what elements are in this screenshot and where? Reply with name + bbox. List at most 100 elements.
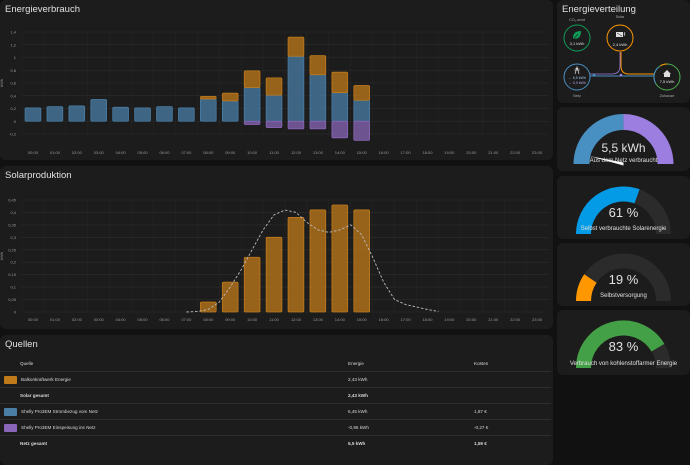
table-row: Shelly Pro3EM Einspeisung ins Netz -0,95 … [0,419,551,436]
bar[interactable] [265,94,283,122]
bar[interactable] [331,204,349,313]
bar[interactable] [331,71,349,93]
x-tick-label: 01:00 [50,150,61,155]
bar[interactable] [331,92,349,122]
source-label: Solar gesamt [20,393,49,398]
bar[interactable] [24,107,42,122]
source-cost [470,387,551,404]
bar[interactable] [243,70,261,88]
y-tick-label: 0,2 [10,260,16,265]
table-row: Solar gesamt 2,43 kWh [0,387,551,404]
x-tick-label: 05:00 [138,317,149,322]
bar[interactable] [353,99,370,122]
solar-label: Solar [616,15,626,19]
bar[interactable] [112,106,129,122]
solar-node[interactable] [606,24,634,52]
table-row: Shelly Pro3EM Strombezug vom Netz 5,45 kW… [0,403,551,420]
solar-to-home-flow [620,52,654,75]
x-tick-label: 22:00 [510,317,521,322]
bar[interactable] [309,120,327,130]
x-tick-label: 08:00 [203,150,214,155]
sources-table: Quelle Energie Kosten Balkonkraftwerk En… [0,356,551,451]
x-tick-label: 13:00 [313,317,324,322]
x-tick-label: 18:00 [422,317,433,322]
source-label: Netz gesamt [20,441,48,446]
bar[interactable] [243,256,261,313]
x-tick-label: 17:00 [401,150,412,155]
bar[interactable] [200,98,217,122]
gauge-value: 5,5 kWh [601,141,646,155]
production-title: Solarproduktion [5,170,72,181]
bar[interactable] [287,120,305,130]
bar[interactable] [309,74,327,122]
leaf-icon [572,31,581,41]
bar[interactable] [353,85,370,101]
bar[interactable] [221,281,239,313]
bar[interactable] [156,106,173,122]
bar[interactable] [353,209,370,313]
y-tick-label: 0,45 [8,198,17,203]
bar[interactable] [265,120,283,129]
x-tick-label: 02:00 [72,150,83,155]
bar[interactable] [287,55,305,122]
y-tick-label: 0,35 [8,222,17,227]
grid-out: → 0,9 kWh [568,81,586,85]
source-energy: 2,43 kWh [344,371,470,388]
bar[interactable] [46,106,64,122]
y-tick-label: 1,2 [10,42,16,47]
legend-swatch [4,375,17,384]
bar[interactable] [243,120,261,125]
x-tick-label: 03:00 [94,317,105,322]
y-axis-label: kWh [0,252,4,260]
x-tick-label: 13:00 [313,150,324,155]
source-label: Shelly Pro3EM Einspeisung ins Netz [21,424,96,430]
bar[interactable] [178,107,195,122]
bar[interactable] [265,236,283,313]
bar[interactable] [353,120,370,141]
bar[interactable] [309,55,327,76]
production-chart: 0,45 0,4 0,35 0,3 0,25 0,2 0,15 0,1 0,05 0 00:00 01… [0,198,548,322]
gauge-arc [576,186,671,235]
x-tick-label: 09:00 [225,150,236,155]
bar[interactable] [221,100,239,122]
bar[interactable] [68,105,86,122]
consumption-title: Energieverbrauch [5,4,80,15]
x-tick-label: 12:00 [291,317,302,322]
bar[interactable] [309,209,327,313]
x-tick-label: 06:00 [159,150,170,155]
distribution-card: Energieverteilung CO₂-armt 3,1 kWh Solar… [557,0,690,103]
low-carbon-gauge: 83 % Verbrauch von kohlenstoffarmer Energ… [557,310,690,375]
x-tick-label: 20:00 [466,150,477,155]
bar[interactable] [200,301,217,313]
home-icon [663,70,671,77]
x-tick-label: 21:00 [488,150,499,155]
bar[interactable] [287,217,305,313]
y-tick-label: 0,4 [10,93,16,98]
grid-node[interactable] [563,63,591,91]
solar-to-grid-flow [589,52,621,75]
self-sufficiency-gauge: 19 % Selbstversorgung [557,243,690,306]
bar[interactable] [331,120,349,139]
x-tick-label: 05:00 [138,150,149,155]
x-tick-label: 23:00 [532,317,543,322]
x-tick-label: 16:00 [379,317,390,322]
x-tick-label: 08:00 [203,317,214,322]
legend-swatch [4,423,17,432]
source-energy: 5,45 kWh [344,403,470,420]
source-name: Balkonkraftwerk Energie [0,371,344,388]
bar[interactable] [221,92,239,102]
bar[interactable] [265,77,283,96]
source-label: Balkonkraftwerk Energie [21,376,71,382]
x-tick-label: 01:00 [50,317,61,322]
sources-card: Quellen Quelle Energie Kosten Balkonkraf… [0,335,553,465]
source-energy: 2,43 kWh [344,387,470,404]
bar[interactable] [243,87,261,122]
header-energy: Energie [348,361,364,366]
bar[interactable] [287,36,305,57]
gauge-arc [576,320,671,369]
bar[interactable] [200,95,217,100]
y-tick-label: 0,6 [10,81,16,86]
bar[interactable] [90,99,107,122]
x-tick-label: 14:00 [335,150,346,155]
bar[interactable] [134,107,151,122]
